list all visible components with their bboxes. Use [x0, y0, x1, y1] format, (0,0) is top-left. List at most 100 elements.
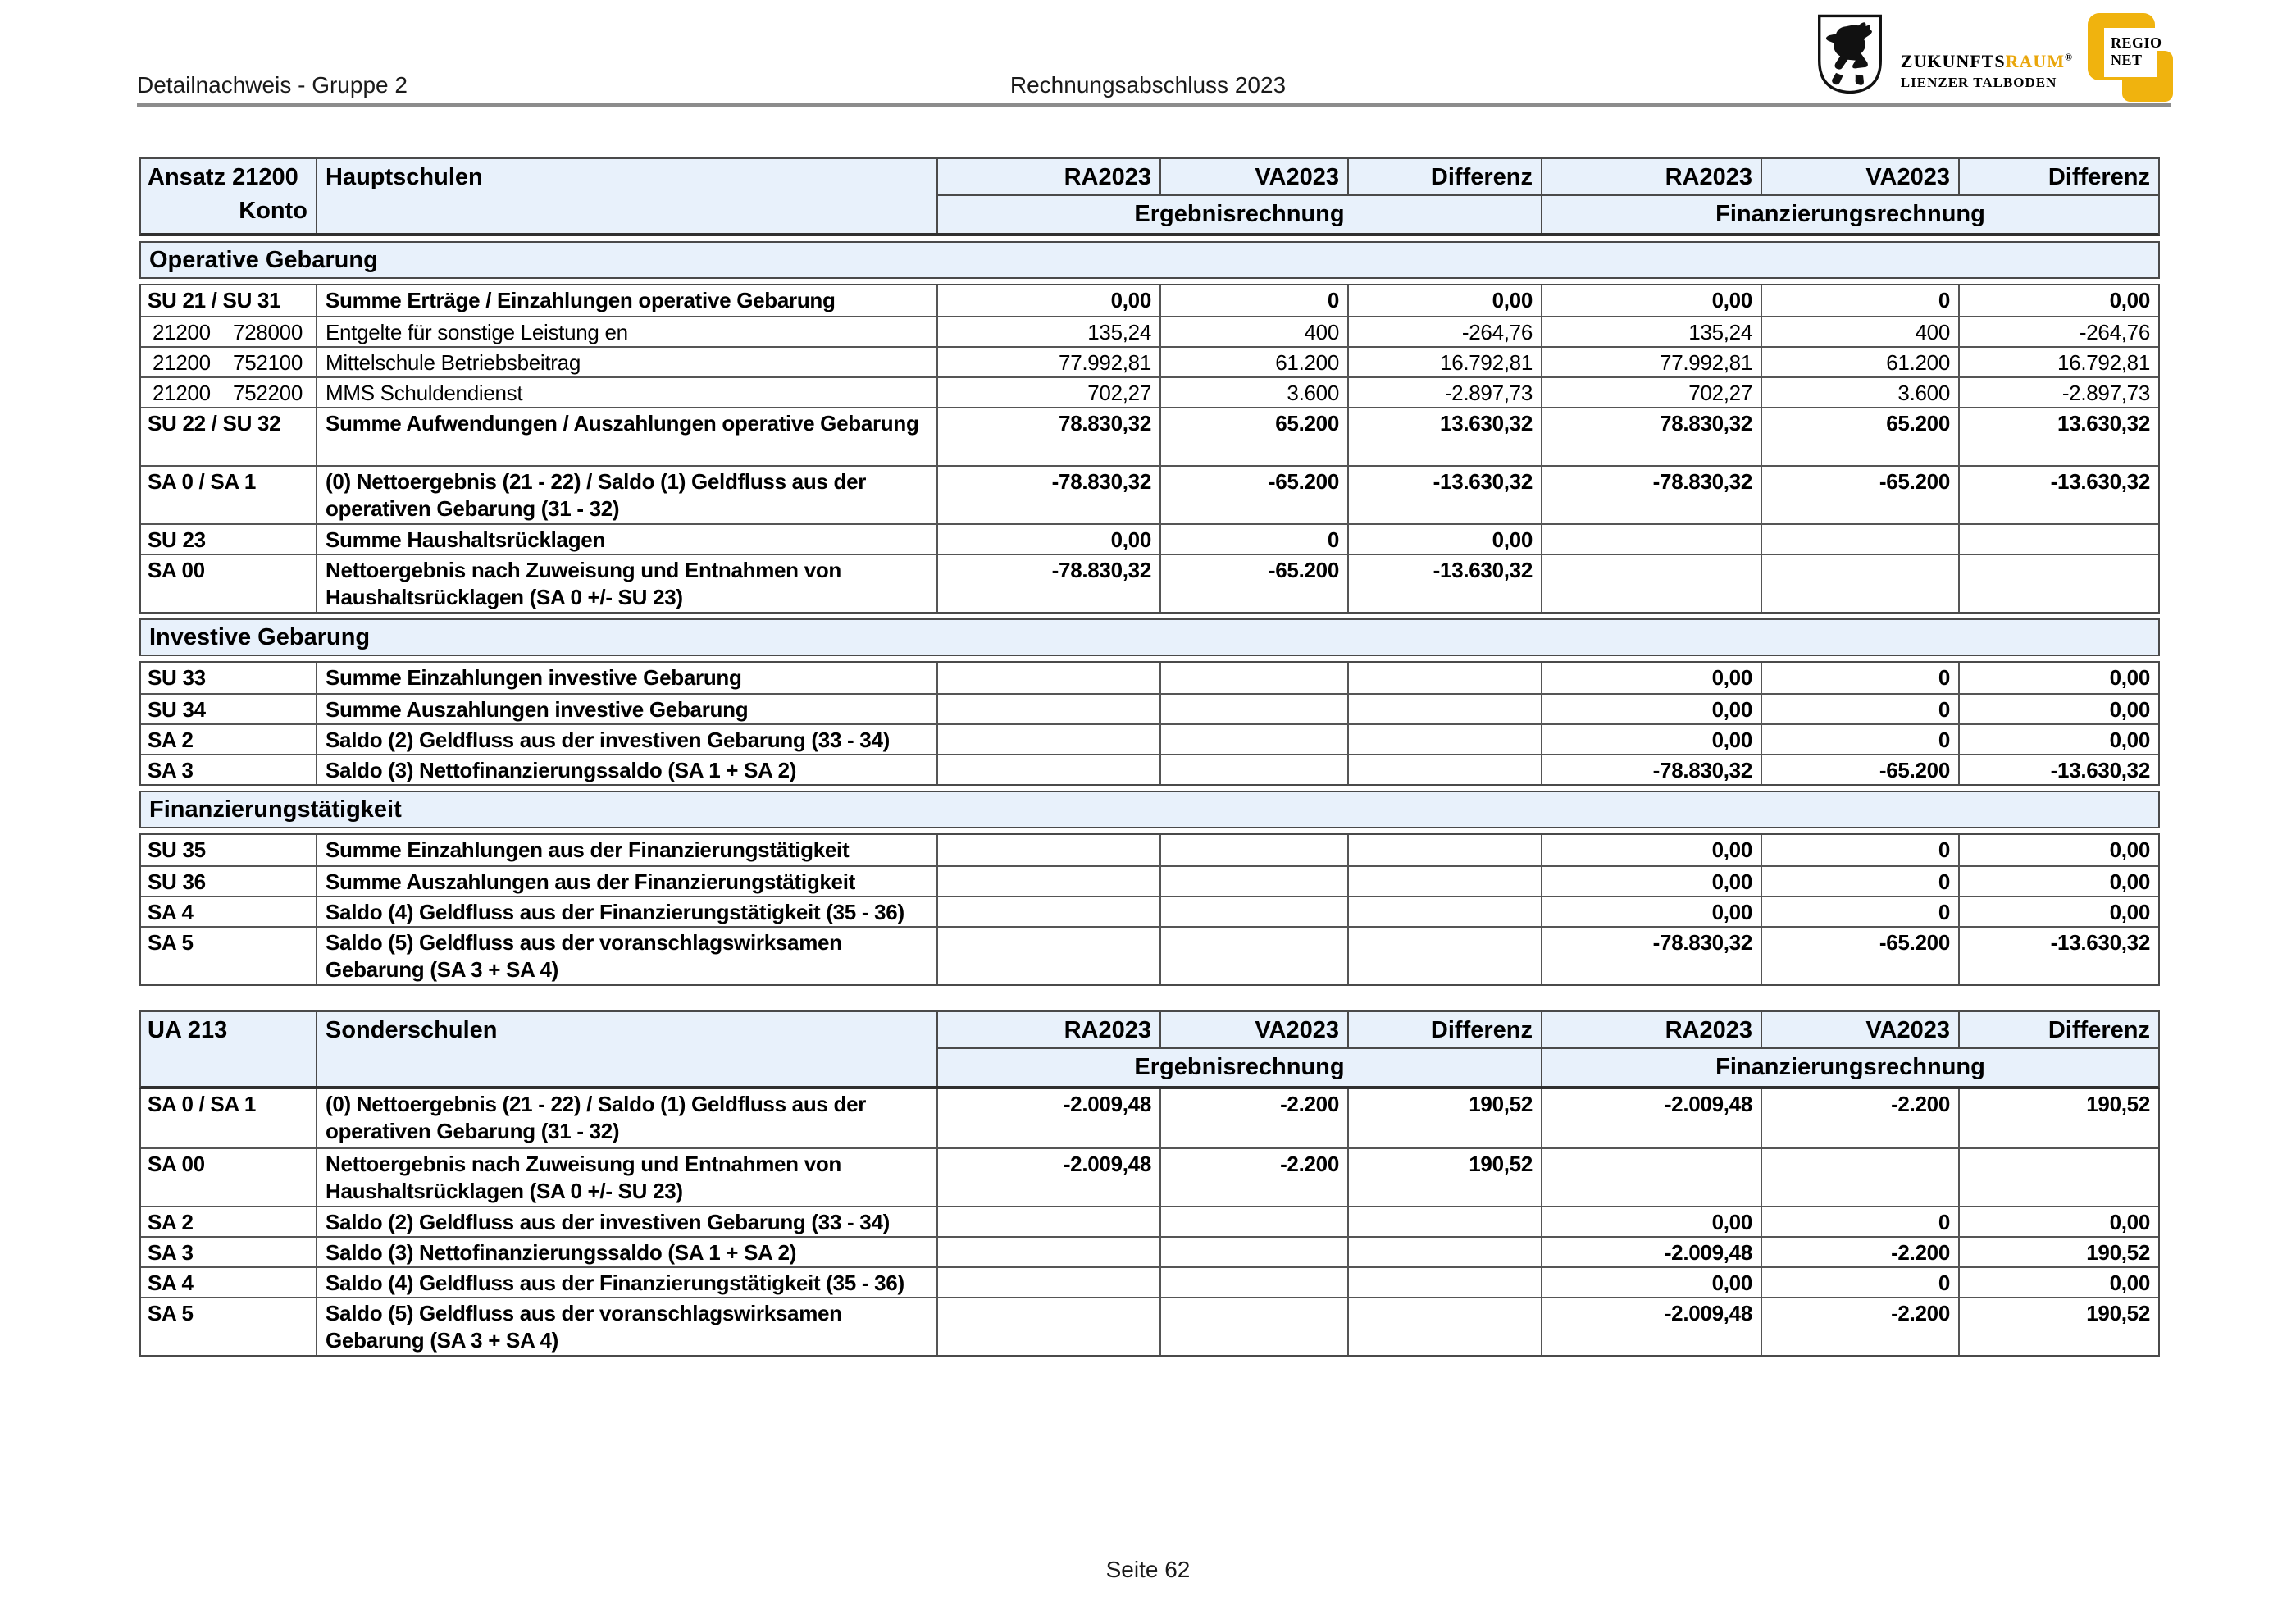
row-code: SA 00 [148, 558, 205, 582]
row-description: Summe Auszahlungen investive Gebarung [316, 695, 936, 723]
row-value: 65.200 [1761, 408, 1958, 465]
group-header-ergebnis: Ergebnisrechnung [936, 196, 1541, 233]
row-value: 0,00 [1958, 1207, 2158, 1236]
row-value: 0 [1761, 663, 1958, 693]
row-value: 77.992,81 [936, 348, 1159, 376]
row-value: -2.009,48 [1541, 1089, 1761, 1147]
row-value [1541, 1149, 1761, 1206]
table-header: Ansatz 21200 Konto Hauptschulen RA2023 VA202… [139, 157, 2160, 236]
table-id-cell: UA 213 [141, 1012, 316, 1086]
row-code: SU 35 [148, 837, 206, 862]
row-value: 13.630,32 [1347, 408, 1541, 465]
regionet-wordmark: REGIO NET [2104, 28, 2162, 77]
rows-block: SU 33 Summe Einzahlungen investive Gebaru… [139, 661, 2160, 786]
row-value [1347, 1298, 1541, 1355]
row-value [1347, 695, 1541, 723]
row-code: SU 33 [148, 665, 206, 690]
row-value: 0,00 [1541, 867, 1761, 896]
row-description: Summe Erträge / Einzahlungen operative G… [316, 285, 936, 316]
row-value: -2.009,48 [1541, 1238, 1761, 1266]
row-value [1159, 835, 1347, 865]
table-title: Hauptschulen [316, 159, 936, 233]
rows-block: SU 35 Summe Einzahlungen aus der Finanzie… [139, 833, 2160, 986]
row-code: SA 2 [148, 728, 194, 752]
ansatz-number: 21200 [153, 320, 211, 344]
row-value [936, 755, 1159, 784]
row-value [1159, 1298, 1347, 1355]
row-description: Summe Einzahlungen investive Gebarung [316, 663, 936, 693]
page-number: Seite 62 [1105, 1557, 1191, 1582]
row-value: 78.830,32 [1541, 408, 1761, 465]
row-value [1958, 555, 2158, 612]
zukunftsraum-wordmark: ZUKUNFTSRAUM® [1900, 51, 2073, 71]
row-value: -2.009,48 [936, 1149, 1159, 1206]
row-value [1159, 755, 1347, 784]
row-description: (0) Nettoergebnis (21 - 22) / Saldo (1) … [316, 467, 936, 523]
row-description: Saldo (3) Nettofinanzierungssaldo (SA 1 … [316, 1238, 936, 1266]
row-value: 0,00 [936, 525, 1159, 554]
column-header: RA2023 [936, 159, 1159, 196]
row-value [1347, 928, 1541, 984]
row-value: 3.600 [1159, 378, 1347, 407]
row-value [1159, 928, 1347, 984]
row-value [936, 928, 1159, 984]
group-header-finanzierung: Finanzierungsrechnung [1541, 196, 2158, 233]
row-code: SA 3 [148, 1240, 194, 1265]
row-value: 0 [1761, 725, 1958, 754]
table-id-cell: Ansatz 21200 Konto [141, 159, 316, 233]
row-code: 21200 752100 [141, 348, 316, 376]
table-row: SU 21 / SU 31 Summe Erträge / Einzahlunge… [141, 285, 2158, 316]
table-row: SU 22 / SU 32 Summe Aufwendungen / Auszah… [141, 407, 2158, 465]
row-value: 0,00 [1541, 725, 1761, 754]
row-value: -13.630,32 [1958, 928, 2158, 984]
section-header: Finanzierungstätigkeit [139, 791, 2160, 828]
row-code: SA 2 [148, 1210, 194, 1234]
row-code: SU 23 [148, 527, 206, 552]
row-value: 0 [1761, 835, 1958, 865]
row-value: 0 [1761, 1268, 1958, 1297]
row-value: -2.200 [1761, 1089, 1958, 1147]
zukunftsraum-subtitle: LIENZER TALBODEN [1900, 75, 2057, 90]
table-row: 21200 752200 MMS Schuldendienst 702,27 3.600… [141, 376, 2158, 407]
header-logos: ZUKUNFTSRAUM® LIENZER TALBODEN REGIO NET [1814, 13, 2173, 102]
row-code: SA 0 / SA 1 [148, 1092, 257, 1116]
row-value [1159, 695, 1347, 723]
row-value: -264,76 [1347, 317, 1541, 346]
row-value: 190,52 [1958, 1089, 2158, 1147]
row-value: -78.830,32 [1541, 467, 1761, 523]
row-value: 190,52 [1347, 1149, 1541, 1206]
row-value: 0,00 [1958, 695, 2158, 723]
row-value [936, 1238, 1159, 1266]
row-code: SA 3 [148, 758, 194, 782]
row-value: 0,00 [1347, 525, 1541, 554]
row-value: 0,00 [1541, 1268, 1761, 1297]
row-value: 190,52 [1958, 1298, 2158, 1355]
row-value [936, 725, 1159, 754]
row-value: 0,00 [936, 285, 1159, 316]
row-value: -2.897,73 [1958, 378, 2158, 407]
column-header: Differenz [1347, 1012, 1541, 1049]
row-code: SA 0 / SA 1 [148, 469, 257, 494]
row-value: -2.200 [1159, 1089, 1347, 1147]
row-value [1159, 1268, 1347, 1297]
row-description: Nettoergebnis nach Zuweisung und Entnahm… [316, 1149, 936, 1206]
row-value [936, 835, 1159, 865]
table-row: SA 5 Saldo (5) Geldfluss aus der voransch… [141, 926, 2158, 984]
row-value: 0,00 [1541, 1207, 1761, 1236]
row-value: 400 [1761, 317, 1958, 346]
row-value [1159, 1207, 1347, 1236]
row-code: SA 4 [148, 900, 194, 924]
row-value: 135,24 [936, 317, 1159, 346]
row-value [1347, 755, 1541, 784]
row-value [1347, 725, 1541, 754]
row-code: SA 4 [148, 1270, 194, 1295]
table-row: SA 2 Saldo (2) Geldfluss aus der investiv… [141, 723, 2158, 754]
row-value [1347, 1238, 1541, 1266]
row-value [1761, 525, 1958, 554]
row-code: SU 21 / SU 31 [148, 288, 281, 312]
row-description: Saldo (2) Geldfluss aus der investiven G… [316, 725, 936, 754]
row-value: -2.200 [1159, 1149, 1347, 1206]
row-description: Summe Haushaltsrücklagen [316, 525, 936, 554]
row-value: 0 [1761, 867, 1958, 896]
row-description: MMS Schuldendienst [316, 378, 936, 407]
